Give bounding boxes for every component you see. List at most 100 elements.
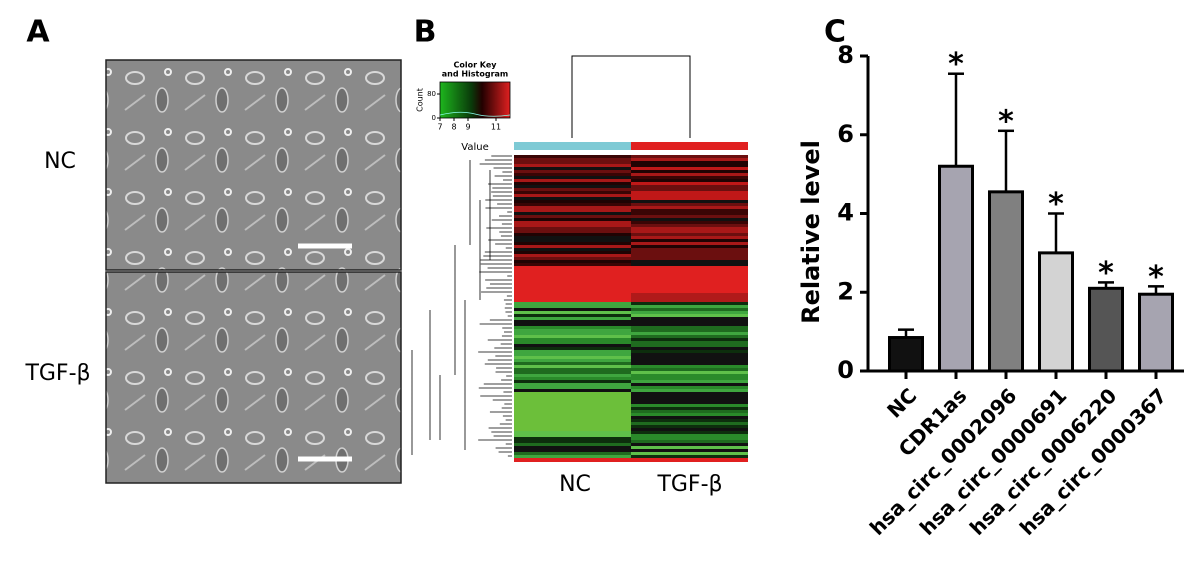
heat-cell bbox=[514, 305, 631, 308]
heat-cell bbox=[514, 401, 631, 404]
key-tick-label: 80 bbox=[427, 90, 436, 98]
heat-cell bbox=[514, 269, 631, 272]
heat-cell bbox=[631, 266, 748, 269]
heat-cell bbox=[514, 209, 631, 212]
heat-cell bbox=[514, 386, 631, 389]
heat-cell bbox=[514, 422, 631, 425]
heat-cell bbox=[631, 224, 748, 227]
heat-cell bbox=[631, 215, 748, 218]
heat-cell bbox=[631, 335, 748, 338]
heat-cell bbox=[631, 392, 748, 395]
heat-cell bbox=[514, 299, 631, 302]
heat-cell bbox=[631, 209, 748, 212]
panel-letter: C bbox=[824, 15, 846, 50]
key-tick-label: 9 bbox=[465, 123, 470, 132]
row-label: NC bbox=[44, 149, 76, 174]
bar bbox=[1088, 286, 1124, 373]
micrograph bbox=[105, 271, 402, 484]
bar bbox=[1038, 251, 1074, 373]
heat-cell bbox=[514, 449, 631, 452]
heat-cell bbox=[514, 455, 631, 458]
heat-cell bbox=[514, 287, 631, 290]
heat-cell bbox=[514, 311, 631, 314]
heat-cell bbox=[631, 389, 748, 392]
heat-cell bbox=[631, 182, 748, 185]
heat-cell bbox=[514, 230, 631, 233]
heat-cell bbox=[514, 362, 631, 365]
bar bbox=[938, 164, 974, 373]
heat-cell bbox=[514, 185, 631, 188]
heat-cell bbox=[514, 335, 631, 338]
heat-cell bbox=[631, 236, 748, 239]
heat-cell bbox=[631, 227, 748, 230]
heat-cell bbox=[631, 200, 748, 203]
heat-cell bbox=[631, 308, 748, 311]
y-tick-label: 6 bbox=[837, 120, 854, 148]
heat-cell bbox=[514, 338, 631, 341]
heat-cell bbox=[514, 359, 631, 362]
heat-cell bbox=[514, 416, 631, 419]
panel-letter: A bbox=[26, 15, 50, 50]
heat-cell bbox=[631, 275, 748, 278]
heat-cell bbox=[631, 344, 748, 347]
heat-cell bbox=[514, 341, 631, 344]
heat-cell bbox=[631, 332, 748, 335]
heat-cell bbox=[631, 338, 748, 341]
heat-cell bbox=[514, 284, 631, 287]
heat-cell bbox=[631, 452, 748, 455]
heat-cell bbox=[514, 275, 631, 278]
heat-cell bbox=[514, 389, 631, 392]
heat-cell bbox=[514, 191, 631, 194]
heat-cell bbox=[631, 323, 748, 326]
heat-cell bbox=[631, 386, 748, 389]
heat-cell bbox=[514, 452, 631, 455]
key-title: Color Key bbox=[453, 61, 497, 70]
key-ylabel: Count bbox=[416, 88, 425, 112]
heat-cell bbox=[631, 440, 748, 443]
heat-cell bbox=[514, 290, 631, 293]
group-bar bbox=[514, 142, 631, 150]
heat-cell bbox=[514, 332, 631, 335]
heat-cell bbox=[514, 443, 631, 446]
heat-cell bbox=[514, 446, 631, 449]
heat-cell bbox=[514, 182, 631, 185]
heat-cell bbox=[631, 419, 748, 422]
column-label: TGF-β bbox=[656, 472, 722, 497]
heat-cell bbox=[631, 320, 748, 323]
heat-cell bbox=[514, 347, 631, 350]
heat-cell bbox=[514, 371, 631, 374]
heat-cell bbox=[514, 218, 631, 221]
heat-cell bbox=[631, 257, 748, 260]
heat-cell bbox=[631, 176, 748, 179]
heat-cell bbox=[631, 383, 748, 386]
heat-cell bbox=[631, 416, 748, 419]
heat-cell bbox=[631, 341, 748, 344]
heat-cell bbox=[514, 227, 631, 230]
heat-cell bbox=[631, 449, 748, 452]
heat-cell bbox=[631, 194, 748, 197]
heat-cell bbox=[631, 185, 748, 188]
heat-cell bbox=[514, 323, 631, 326]
heat-cell bbox=[631, 272, 748, 275]
heat-cell bbox=[631, 407, 748, 410]
heat-cell bbox=[631, 401, 748, 404]
group-bar bbox=[514, 458, 748, 462]
heat-cell bbox=[631, 164, 748, 167]
heat-cell bbox=[631, 242, 748, 245]
heat-cell bbox=[631, 191, 748, 194]
significance-label: * bbox=[1148, 260, 1164, 295]
heat-cell bbox=[514, 293, 631, 296]
heat-cell bbox=[514, 197, 631, 200]
heat-cell bbox=[631, 260, 748, 263]
heat-cell bbox=[514, 365, 631, 368]
heat-cell bbox=[631, 446, 748, 449]
heat-cell bbox=[514, 179, 631, 182]
key-tick-label: 8 bbox=[451, 123, 456, 132]
heat-cell bbox=[514, 440, 631, 443]
heat-cell bbox=[631, 371, 748, 374]
heat-cell bbox=[631, 455, 748, 458]
heat-cell bbox=[514, 251, 631, 254]
heat-cell bbox=[514, 248, 631, 251]
heat-cell bbox=[631, 350, 748, 353]
heat-cell bbox=[514, 308, 631, 311]
